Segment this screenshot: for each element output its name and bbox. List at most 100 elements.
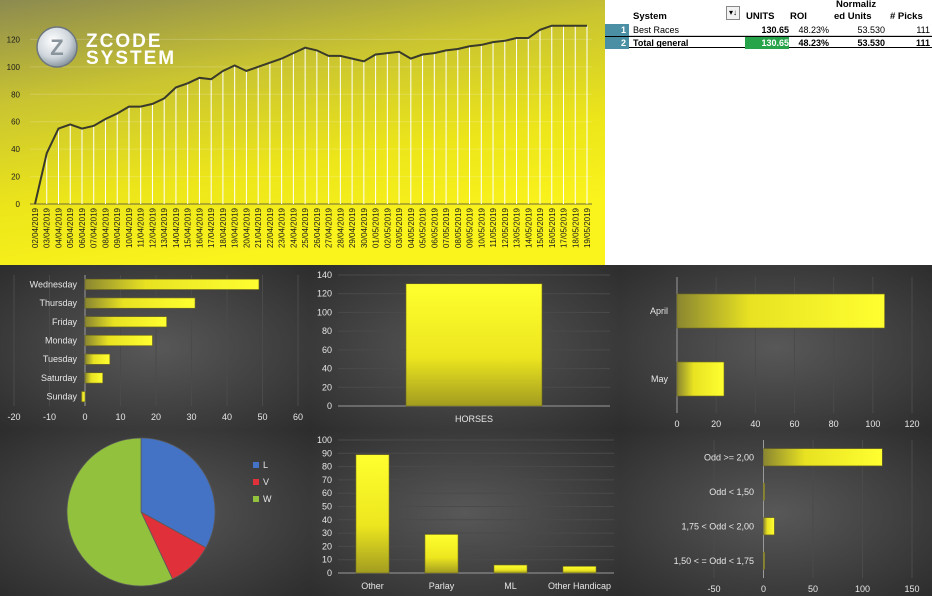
x-tick-label: 21/04/2019 [254, 207, 263, 248]
x-tick-label: 07/05/2019 [442, 207, 451, 248]
category-label: Odd < 1,50 [709, 487, 754, 497]
y-tick-label: 50 [322, 502, 332, 512]
header-units: UNITS [746, 11, 775, 22]
x-tick-label: 15/05/2019 [536, 207, 545, 248]
bar [676, 361, 725, 397]
bar [763, 517, 775, 536]
pie-slice [140, 437, 216, 549]
cell-picks: 111 [916, 25, 930, 35]
cell-picks: 111 [915, 38, 930, 48]
x-tick-label: 60 [293, 412, 303, 422]
x-tick-label: 50 [808, 584, 818, 594]
pie-slice [66, 437, 174, 587]
bar [84, 316, 167, 328]
bar [84, 353, 111, 365]
x-tick-label: 04/04/2019 [54, 207, 63, 248]
x-tick-label: -10 [43, 412, 56, 422]
y-tick-label: 140 [317, 270, 332, 280]
x-tick-label: 20 [711, 419, 721, 429]
category-label: Other [361, 581, 384, 591]
y-tick-label: 40 [322, 515, 332, 525]
x-tick-label: 28/04/2019 [336, 207, 345, 248]
cell-roi: 48.23% [798, 38, 829, 48]
bar [763, 448, 883, 467]
bar [84, 278, 260, 290]
coin-z-glyph: Z [50, 35, 63, 60]
x-tick-label: 40 [750, 419, 760, 429]
x-tick-label: 16/04/2019 [195, 207, 204, 248]
category-label: Parlay [429, 581, 455, 591]
x-tick-label: 16/05/2019 [548, 207, 557, 248]
result-pie-chart: LVW [0, 430, 310, 596]
panel-background [0, 265, 310, 430]
x-tick-label: 27/04/2019 [325, 207, 334, 248]
category-label: April [650, 306, 668, 316]
row-number: 2 [605, 37, 629, 49]
category-label: ML [504, 581, 517, 591]
bar [493, 564, 528, 574]
pivot-header-row: System ▾↓ UNITS ROI Normaliz ed Units # … [605, 0, 932, 24]
header-picks: # Picks [890, 11, 923, 22]
x-tick-label: 20 [151, 412, 161, 422]
month-units-bar-chart: 0 20 40 60 80 100 120 April May [620, 265, 932, 430]
bet-type-bar-chart: 0 10 20 30 40 50 60 70 80 90 100 Other Parlay ML Other… [310, 430, 620, 596]
x-tick-label: 120 [904, 419, 919, 429]
legend-label: V [263, 477, 269, 487]
cell-normalized: 53.530 [857, 25, 885, 35]
line-chart-background [0, 0, 605, 265]
category-label: 1,50 < = Odd < 1,75 [674, 556, 754, 566]
y-tick-label: 70 [322, 475, 332, 485]
bar [84, 297, 196, 309]
table-row[interactable]: 2 Total general 130.65 48.23% 53.530 111 [605, 36, 932, 49]
x-tick-label: 13/05/2019 [513, 207, 522, 248]
bar [424, 534, 459, 574]
bar [763, 551, 765, 570]
cell-system: Total general [633, 38, 689, 48]
y-tick-label: 0 [327, 401, 332, 411]
legend-swatch [253, 462, 259, 468]
sort-filter-button[interactable]: ▾↓ [726, 6, 740, 20]
x-tick-label: 20/04/2019 [242, 207, 251, 248]
x-tick-label: 03/05/2019 [395, 207, 404, 248]
logo-line1: ZCODE [86, 31, 163, 52]
x-tick-label: 26/04/2019 [313, 207, 322, 248]
x-tick-label: 05/05/2019 [419, 207, 428, 248]
x-tick-label: 02/04/2019 [31, 207, 40, 248]
x-tick-label: 12/04/2019 [148, 207, 157, 248]
x-tick-label: 23/04/2019 [278, 207, 287, 248]
table-row[interactable]: 1 Best Races 130.65 48.23% 53.530 111 [605, 24, 932, 36]
cell-units: 130.65 [745, 37, 789, 49]
x-tick-label: 19/04/2019 [231, 207, 240, 248]
row-number: 1 [605, 24, 629, 36]
cell-normalized: 53.530 [857, 38, 885, 48]
coin-logo-icon [36, 26, 78, 68]
x-tick-label: 11/05/2019 [489, 207, 498, 247]
y-tick-label: 100 [317, 435, 332, 445]
y-tick-label: 20 [322, 382, 332, 392]
category-label: Wednesday [30, 279, 78, 289]
bar [84, 335, 153, 346]
y-tick-label: 100 [317, 307, 332, 317]
y-tick-label: 0 [327, 568, 332, 578]
category-label: HORSES [455, 414, 493, 424]
cell-roi: 48.23% [798, 25, 829, 35]
logo-line2: SYSTEM [86, 48, 176, 69]
x-tick-label: -50 [707, 584, 720, 594]
y-tick-label: 60 [322, 345, 332, 355]
x-tick-label: 10/05/2019 [477, 207, 486, 248]
sport-units-bar-chart: 0 20 40 60 80 100 120 140 HORSES [310, 265, 620, 430]
sort-filter-icon: ▾↓ [728, 8, 737, 17]
x-tick-label: 12/05/2019 [501, 207, 510, 248]
x-tick-label: 10 [115, 412, 125, 422]
x-tick-label: 0 [82, 412, 87, 422]
weekday-units-bar-chart: -20 -10 0 10 20 30 40 50 60 Wednesday Thursday Frid… [0, 265, 310, 430]
x-tick-label: 22/04/2019 [266, 207, 275, 248]
panel-background [620, 265, 932, 430]
x-tick-label: 14/05/2019 [524, 207, 533, 248]
category-label: Thursday [39, 298, 77, 308]
x-tick-label: 100 [865, 419, 880, 429]
bar [84, 372, 104, 384]
y-tick-label: 120 [7, 35, 21, 44]
x-tick-label: 05/04/2019 [66, 207, 75, 248]
